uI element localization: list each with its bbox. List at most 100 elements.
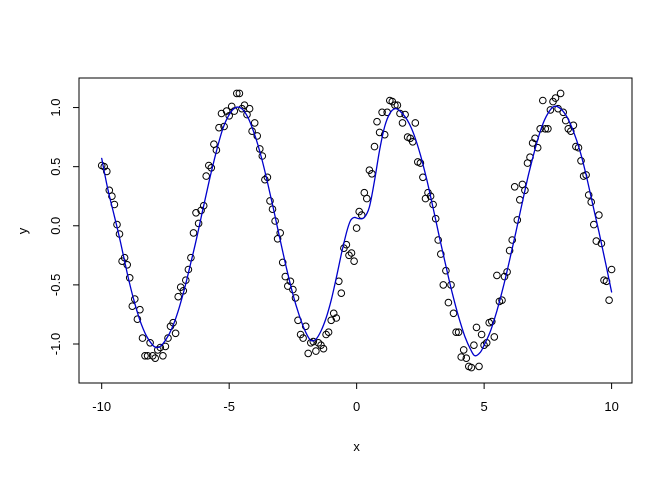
data-point: [363, 194, 371, 203]
data-point: [452, 328, 460, 337]
data-point: [470, 341, 478, 350]
data-point: [291, 294, 300, 302]
data-point: [143, 352, 152, 360]
data-point: [477, 330, 486, 339]
data-point: [304, 349, 313, 358]
data-point: [233, 89, 241, 98]
data-point: [174, 292, 182, 301]
data-point: [261, 175, 269, 184]
data-point: [324, 328, 333, 337]
data-point: [352, 224, 361, 232]
y-tick-label: -1.0: [48, 333, 63, 355]
data-point: [533, 143, 542, 152]
plot-frame: [78, 77, 633, 384]
data-point: [319, 344, 328, 353]
x-tick-label: -10: [92, 399, 111, 414]
data-point: [347, 249, 356, 257]
data-point: [457, 353, 466, 361]
data-point: [564, 125, 573, 133]
y-tick-label: 0.0: [48, 217, 63, 235]
data-point: [498, 296, 506, 305]
data-point: [250, 119, 259, 127]
data-point: [528, 139, 537, 147]
data-point: [253, 132, 262, 140]
data-point: [459, 346, 468, 354]
data-point: [151, 354, 159, 363]
data-point: [551, 94, 560, 102]
x-tick-label: 0: [353, 399, 360, 414]
data-point: [309, 337, 318, 346]
data-point: [378, 108, 386, 117]
data-point: [605, 296, 613, 305]
data-point: [159, 352, 167, 360]
data-point: [266, 197, 274, 205]
data-point: [467, 363, 476, 372]
data-point: [337, 289, 346, 298]
data-point: [493, 271, 501, 280]
data-point: [454, 328, 463, 337]
data-point: [245, 104, 254, 113]
data-point: [582, 171, 590, 179]
y-tick-label: 0.5: [48, 158, 63, 176]
data-point: [437, 250, 445, 258]
data-point: [299, 334, 307, 342]
data-point: [444, 298, 453, 307]
data-point: [154, 346, 162, 354]
data-point: [278, 258, 287, 267]
data-point: [490, 333, 499, 341]
data-point: [439, 281, 448, 289]
data-point: [396, 109, 404, 118]
data-point: [480, 341, 488, 350]
data-point: [434, 236, 443, 244]
data-point: [462, 354, 471, 363]
data-point: [510, 183, 519, 191]
data-point: [332, 314, 341, 322]
data-point: [235, 89, 244, 98]
data-point: [220, 122, 228, 131]
data-point: [215, 123, 223, 132]
data-point: [505, 246, 514, 255]
data-point: [301, 322, 310, 331]
y-tick-label: -0.5: [48, 274, 63, 296]
data-point: [539, 96, 547, 105]
data-point: [171, 329, 180, 338]
data-point: [544, 125, 552, 133]
x-tick-label: -5: [223, 399, 235, 414]
data-point: [164, 334, 172, 342]
data-point: [123, 261, 131, 269]
data-point: [398, 119, 407, 127]
y-axis-title: y: [15, 227, 30, 234]
data-point: [314, 339, 323, 347]
data-point: [202, 172, 210, 180]
x-tick-label: 5: [481, 399, 488, 414]
y-tick-label: 1.0: [48, 99, 63, 117]
data-point: [148, 352, 157, 360]
data-point: [607, 265, 616, 274]
data-point: [199, 201, 208, 210]
data-point: [475, 362, 483, 371]
x-axis-title: x: [353, 439, 360, 454]
fit-line: [101, 105, 613, 357]
data-point: [205, 161, 213, 170]
data-point: [411, 119, 420, 127]
data-point: [577, 157, 585, 165]
data-point: [345, 251, 353, 260]
data-point: [380, 130, 389, 139]
data-point: [488, 317, 496, 326]
data-point: [350, 257, 358, 266]
data-point: [103, 167, 111, 176]
data-point: [569, 121, 578, 130]
data-point: [546, 106, 555, 114]
data-point: [161, 342, 170, 351]
data-point: [373, 117, 381, 126]
data-point: [584, 191, 593, 199]
data-point: [327, 316, 336, 325]
data-point: [276, 229, 285, 237]
data-point: [108, 192, 116, 200]
data-point: [189, 229, 198, 237]
data-point: [225, 112, 233, 120]
data-point: [141, 352, 149, 360]
data-point: [146, 339, 154, 347]
data-point: [138, 334, 147, 342]
